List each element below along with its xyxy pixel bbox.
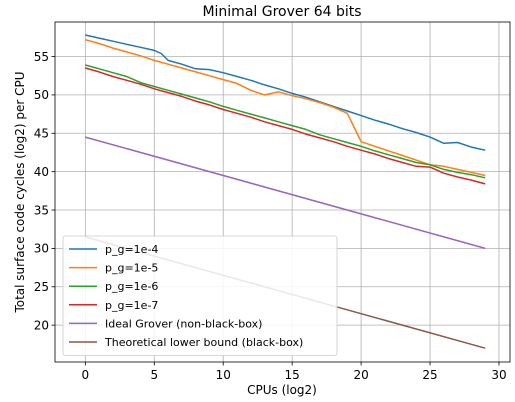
series-line-5	[85, 136, 486, 250]
y-tick-label: 20	[34, 318, 49, 332]
legend: p_g=1e-4 p_g=1e-5 p_g=1e-6 p_g=1e-7 Ideal Gr…	[62, 235, 338, 356]
legend-label: p_g=1e-4	[105, 243, 158, 256]
series-line-4	[85, 67, 486, 185]
legend-box	[62, 235, 338, 356]
legend-label: Ideal Grover (non-black-box)	[105, 317, 262, 330]
legend-label: p_g=1e-6	[105, 280, 158, 293]
x-tick-label: 10	[216, 368, 231, 382]
y-axis-label: Total surface code cycles (log2) per CPU	[13, 71, 27, 313]
chart-title: Minimal Grover 64 bits	[202, 4, 361, 20]
x-tick-label: 25	[422, 368, 437, 382]
x-tick-label: 15	[285, 368, 300, 382]
x-tick-label: 0	[82, 368, 90, 382]
y-tick-label: 45	[34, 127, 49, 141]
y-tick-label: 40	[34, 165, 49, 179]
series-line-2	[85, 38, 486, 177]
x-axis-label: CPUs (log2)	[247, 383, 317, 397]
y-tick-label: 30	[34, 242, 49, 256]
y-tick-label: 25	[34, 280, 49, 294]
x-tick-label: 5	[150, 368, 158, 382]
x-tick-label: 30	[491, 368, 506, 382]
legend-label: p_g=1e-5	[105, 262, 158, 275]
y-tick-label: 50	[34, 88, 49, 102]
legend-label: p_g=1e-7	[105, 299, 158, 312]
plot-frame	[54, 21, 511, 363]
legend-label: Theoretical lower bound (black-box)	[104, 336, 303, 349]
y-tick-label: 55	[34, 50, 49, 64]
x-tick-label: 20	[353, 368, 368, 382]
series-line-3	[85, 64, 486, 179]
axis-ticks: 0 5 10 15 20 25 30 20 25 30 35 40 45 50 55	[34, 50, 507, 382]
y-tick-label: 35	[34, 203, 49, 217]
series-line-1	[85, 34, 486, 151]
